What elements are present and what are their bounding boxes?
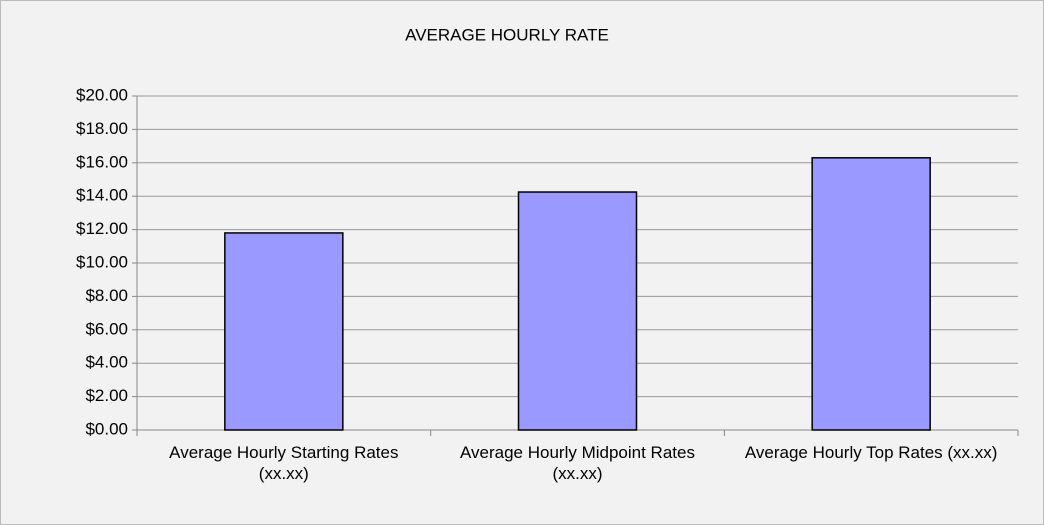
bar — [224, 232, 344, 431]
y-tick-label: $2.00 — [85, 386, 128, 405]
y-tick-label: $16.00 — [76, 152, 128, 171]
y-tick-label: $6.00 — [85, 319, 128, 338]
bar — [811, 157, 931, 431]
x-tick-label: Average Hourly Midpoint Rates (xx.xx) — [460, 443, 695, 483]
y-tick-label: $20.00 — [76, 85, 128, 104]
y-tick-label: $0.00 — [85, 419, 128, 438]
y-tick-label: $18.00 — [76, 119, 128, 138]
bar — [517, 191, 638, 431]
y-tick-label: $4.00 — [85, 353, 128, 372]
y-tick-label: $12.00 — [76, 219, 128, 238]
y-tick-label: $8.00 — [85, 286, 128, 305]
chart-title: AVERAGE HOURLY RATE — [405, 25, 609, 44]
y-tick-label: $10.00 — [76, 252, 128, 271]
y-tick-label: $14.00 — [76, 186, 128, 205]
x-tick-label: Average Hourly Starting Rates (xx.xx) — [169, 443, 399, 483]
x-tick-label: Average Hourly Top Rates (xx.xx) — [744, 443, 998, 462]
